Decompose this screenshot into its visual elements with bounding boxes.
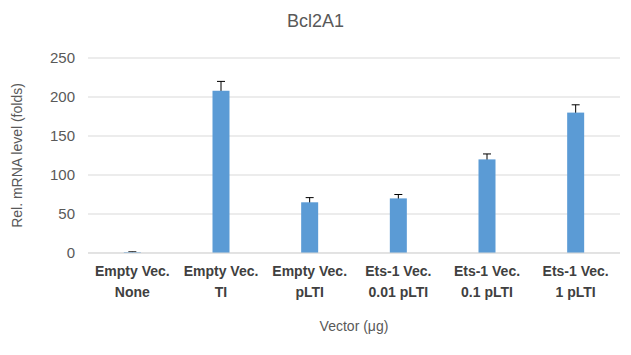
- grid-line: [88, 58, 620, 59]
- grid-line: [88, 175, 620, 176]
- x-tick-label-line: None: [115, 284, 150, 300]
- bars: [124, 81, 584, 253]
- x-axis-line: [88, 253, 620, 254]
- x-tick-label-line: Ets-1 Vec.: [365, 263, 431, 279]
- x-tick-label-line: 1 pLTI: [556, 284, 596, 300]
- x-tick-label-line: Empty Vec.: [272, 263, 347, 279]
- error-cap: [128, 251, 136, 252]
- bar: [479, 159, 496, 253]
- bar: [567, 113, 584, 253]
- x-axis-label: Vector (μg): [320, 318, 389, 334]
- error-cap: [306, 197, 314, 198]
- x-tick-label-line: Empty Vec.: [95, 263, 170, 279]
- x-tick-label-line: Empty Vec.: [184, 263, 259, 279]
- grid-line: [88, 136, 620, 137]
- grid-line: [88, 253, 620, 254]
- bar: [390, 198, 407, 253]
- error-cap: [217, 81, 225, 82]
- x-tick-label: Empty Vec. None: [95, 263, 170, 300]
- title: Bcl2A1: [287, 11, 344, 31]
- error-cap: [394, 194, 402, 195]
- y-tick-label: 250: [50, 49, 75, 66]
- y-tick-label: 100: [50, 166, 75, 183]
- x-tick-label-line: pLTI: [295, 284, 324, 300]
- x-tick-label-line: Ets-1 Vec.: [454, 263, 520, 279]
- chart-svg: Bcl2A1 0 50 100 150 200 250 Rel. mRNA level (fo…: [0, 0, 631, 355]
- error-cap: [483, 153, 491, 154]
- x-tick-label-line: Ets-1 Vec.: [543, 263, 609, 279]
- x-tick-label-line: TI: [215, 284, 227, 300]
- bar: [301, 202, 318, 253]
- chart-container: Bcl2A1 0 50 100 150 200 250 Rel. mRNA level (fo…: [0, 0, 631, 355]
- x-tick-label-line: 0.01 pLTI: [369, 284, 429, 300]
- x-tick-label: Ets-1 Vec. 0.01 pLTI: [365, 263, 431, 300]
- grid-line: [88, 214, 620, 215]
- x-tick-label: Empty Vec. TI: [184, 263, 259, 300]
- bar: [213, 91, 230, 253]
- y-tick-label: 50: [58, 205, 75, 222]
- x-tick-label-line: 0.1 pLTI: [461, 284, 513, 300]
- y-axis-label: Rel. mRNA level (folds): [9, 83, 25, 228]
- x-tick-label: Empty Vec. pLTI: [272, 263, 347, 300]
- x-tick-label: Ets-1 Vec. 0.1 pLTI: [454, 263, 520, 300]
- x-tick-label: Ets-1 Vec. 1 pLTI: [543, 263, 609, 300]
- grid-line: [88, 97, 620, 98]
- y-tick-label: 0: [67, 244, 75, 261]
- y-tick-label: 150: [50, 127, 75, 144]
- error-cap: [572, 104, 580, 105]
- y-tick-label: 200: [50, 88, 75, 105]
